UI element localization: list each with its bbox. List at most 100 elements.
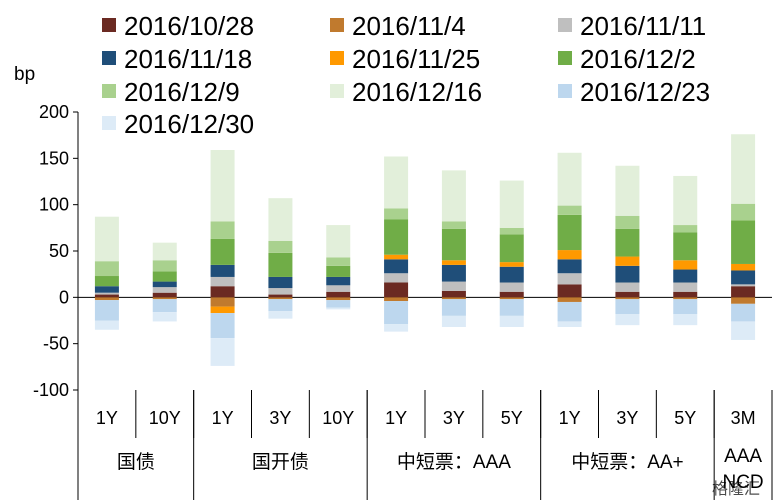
bar-segment xyxy=(384,324,409,332)
bar-segment xyxy=(384,273,409,283)
bar-segment xyxy=(441,290,466,298)
x-tick-label: 1Y xyxy=(96,408,118,428)
bar-segment xyxy=(673,232,698,261)
legend-item: 2016/11/25 xyxy=(330,44,480,74)
bar-segment xyxy=(268,288,293,295)
bar-segment xyxy=(210,238,235,265)
bar-segment xyxy=(731,134,756,204)
x-tick-label: 3Y xyxy=(616,408,638,428)
bar-segment xyxy=(499,234,524,263)
bar-segment xyxy=(673,314,698,326)
y-tick-label: 200 xyxy=(39,102,69,122)
x-group-label: 国债 xyxy=(117,451,155,473)
bar-segment xyxy=(94,276,119,287)
legend-label: 2016/12/2 xyxy=(580,44,696,74)
legend-label: 2016/12/30 xyxy=(124,109,254,139)
bar-segment xyxy=(615,299,640,315)
bar-segment xyxy=(152,312,177,322)
bar-segment xyxy=(557,214,582,251)
legend-label: 2016/11/11 xyxy=(580,11,706,41)
bar-segment xyxy=(210,221,235,239)
x-tick-label: 10Y xyxy=(322,408,354,428)
y-tick-label: 0 xyxy=(59,287,69,307)
legend-swatch xyxy=(102,84,116,98)
bar-segment xyxy=(268,240,293,253)
bar-segment xyxy=(326,307,351,310)
bar-segment xyxy=(615,282,640,292)
bar-segment xyxy=(94,320,119,330)
bar-segment xyxy=(615,165,640,216)
x-tick-label: 3Y xyxy=(269,408,291,428)
bar-segment xyxy=(326,265,351,277)
legend-item: 2016/12/16 xyxy=(330,77,482,107)
bar-segment xyxy=(673,260,698,270)
bar-segment xyxy=(210,276,235,287)
bar-segment xyxy=(210,313,235,339)
bar-segment xyxy=(268,297,293,300)
bar-segment xyxy=(326,225,351,258)
bar-segment xyxy=(499,180,524,228)
bar-segment xyxy=(731,284,756,287)
bar-segment xyxy=(731,286,756,298)
bar-segment xyxy=(268,252,293,277)
bar-segment xyxy=(499,297,524,300)
legend-label: 2016/12/9 xyxy=(124,77,240,107)
y-axis: -100 -50 0 50 100 150 200 xyxy=(33,102,772,400)
bar-segment xyxy=(152,292,177,298)
y-tick-label: 100 xyxy=(39,195,69,215)
bar-segment xyxy=(326,285,351,292)
bar-segment xyxy=(210,264,235,277)
y-axis-label: bp xyxy=(14,64,35,85)
bar-segment xyxy=(499,282,524,292)
legend-label: 2016/11/4 xyxy=(352,11,466,41)
bar-segment xyxy=(557,284,582,298)
bar-segment xyxy=(673,225,698,233)
legend-swatch xyxy=(558,51,572,65)
x-group-label: AAA NCD xyxy=(722,446,763,493)
bar-segment xyxy=(210,338,235,366)
legend-swatch xyxy=(102,116,116,130)
bar-segment xyxy=(94,292,119,295)
bar-segment xyxy=(268,299,293,312)
x-group-label: 中短票：AAA xyxy=(397,451,511,473)
bar-segment xyxy=(152,287,177,293)
x-tick-label: 1Y xyxy=(212,408,234,428)
bar-segment xyxy=(384,219,409,255)
y-tick-label: -100 xyxy=(33,380,69,400)
bar-segment xyxy=(441,228,466,261)
legend-swatch xyxy=(330,84,344,98)
bar-segment xyxy=(673,175,698,226)
bar-segment xyxy=(94,216,119,262)
bar-segment xyxy=(384,282,409,298)
y-tick-label: 50 xyxy=(49,241,69,261)
bar-segment xyxy=(615,291,640,298)
bar-segment xyxy=(210,306,235,314)
bar-segment xyxy=(557,321,582,327)
bar-segment xyxy=(268,294,293,298)
bar-segment xyxy=(152,281,177,288)
bar-segment xyxy=(384,301,409,325)
x-tick-label: 5Y xyxy=(501,408,523,428)
x-group-label: 中短票：AA+ xyxy=(571,451,683,473)
bar-segment xyxy=(94,300,119,321)
x-tick-label: 5Y xyxy=(674,408,696,428)
bar-segment xyxy=(499,227,524,235)
bar-segment xyxy=(152,271,177,282)
bar-segment xyxy=(441,299,466,316)
bar-segment xyxy=(268,276,293,289)
legend-item: 2016/11/4 xyxy=(330,11,466,41)
bar-segment xyxy=(499,299,524,316)
bar-segment xyxy=(326,291,351,298)
bars xyxy=(94,134,756,366)
legend-label: 2016/11/18 xyxy=(124,44,252,74)
bar-segment xyxy=(615,314,640,326)
bar-segment xyxy=(94,286,119,293)
bar-segment xyxy=(499,315,524,327)
legend-item: 2016/10/28 xyxy=(102,11,254,41)
bar-segment xyxy=(731,220,756,264)
bar-segment xyxy=(557,259,582,274)
bar-segment xyxy=(441,297,466,300)
legend-swatch xyxy=(102,18,116,32)
bar-segment xyxy=(673,291,698,298)
